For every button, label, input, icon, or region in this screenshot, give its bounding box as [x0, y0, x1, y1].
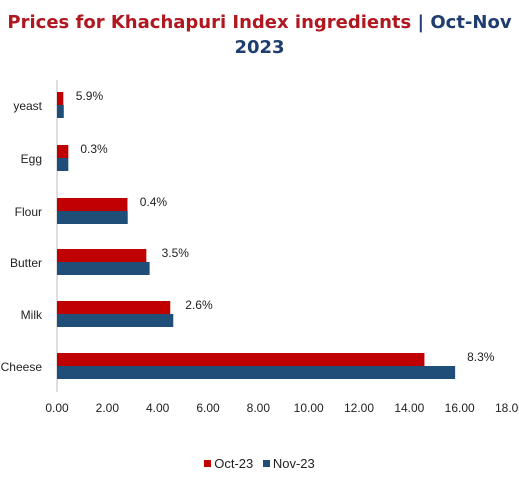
bar-nov-egg	[57, 158, 69, 171]
category-label-milk: Milk	[21, 308, 43, 322]
bar-oct-cheese	[57, 353, 425, 366]
legend-swatch-oct	[204, 460, 212, 467]
x-tick-label: 6.00	[196, 401, 220, 415]
bar-oct-butter	[57, 249, 147, 262]
category-label-flour: Flour	[15, 205, 42, 219]
bar-oct-yeast	[57, 92, 64, 105]
chart-title: Prices for Khachapuri Index ingredients …	[0, 10, 519, 60]
x-tick-label: 10.00	[294, 401, 324, 415]
x-tick-label: 0.00	[45, 401, 69, 415]
legend-label-oct: Oct-23	[214, 456, 254, 471]
category-label-yeast: yeast	[13, 99, 42, 113]
bar-oct-egg	[57, 145, 69, 158]
change-label-egg: 0.3%	[80, 142, 108, 156]
bar-nov-cheese	[57, 366, 456, 379]
x-tick-label: 12.00	[344, 401, 374, 415]
category-label-butter: Butter	[10, 256, 42, 270]
title-part1: Prices for Khachapuri Index ingredients	[7, 12, 412, 33]
x-tick-label: 8.00	[247, 401, 271, 415]
legend-swatch-nov	[262, 460, 270, 467]
category-label-cheese: Cheese	[1, 360, 43, 374]
change-label-cheese: 8.3%	[467, 350, 495, 364]
bar-nov-milk	[57, 314, 174, 327]
bar-nov-yeast	[57, 105, 64, 118]
change-label-flour: 0.4%	[140, 195, 168, 209]
bar-oct-milk	[57, 301, 171, 314]
change-label-butter: 3.5%	[162, 246, 190, 260]
legend-item-oct: Oct-23	[204, 456, 253, 471]
bar-nov-flour	[57, 211, 128, 224]
title-year: 2023	[234, 37, 285, 58]
legend-item-nov: Nov-23	[262, 456, 315, 471]
change-label-milk: 2.6%	[185, 298, 213, 312]
title-separator: |	[411, 12, 431, 33]
x-tick-label: 4.00	[146, 401, 170, 415]
bar-nov-butter	[57, 262, 150, 275]
category-label-egg: Egg	[21, 152, 42, 166]
bar-chart: yeast 5.9% Egg 0.3% Flour 0.4% Butter 3.5% Milk 2…	[1, 80, 519, 415]
x-tick-label: 18.00	[495, 401, 519, 415]
change-label-yeast: 5.9%	[76, 89, 104, 103]
chart-legend: Oct-23 Nov-23	[0, 455, 519, 471]
x-tick-label: 16.00	[445, 401, 475, 415]
title-part2: Oct-Nov	[430, 12, 512, 33]
legend-label-nov: Nov-23	[272, 456, 315, 471]
bar-oct-flour	[57, 198, 128, 211]
x-tick-label: 14.00	[394, 401, 424, 415]
x-tick-label: 2.00	[96, 401, 120, 415]
